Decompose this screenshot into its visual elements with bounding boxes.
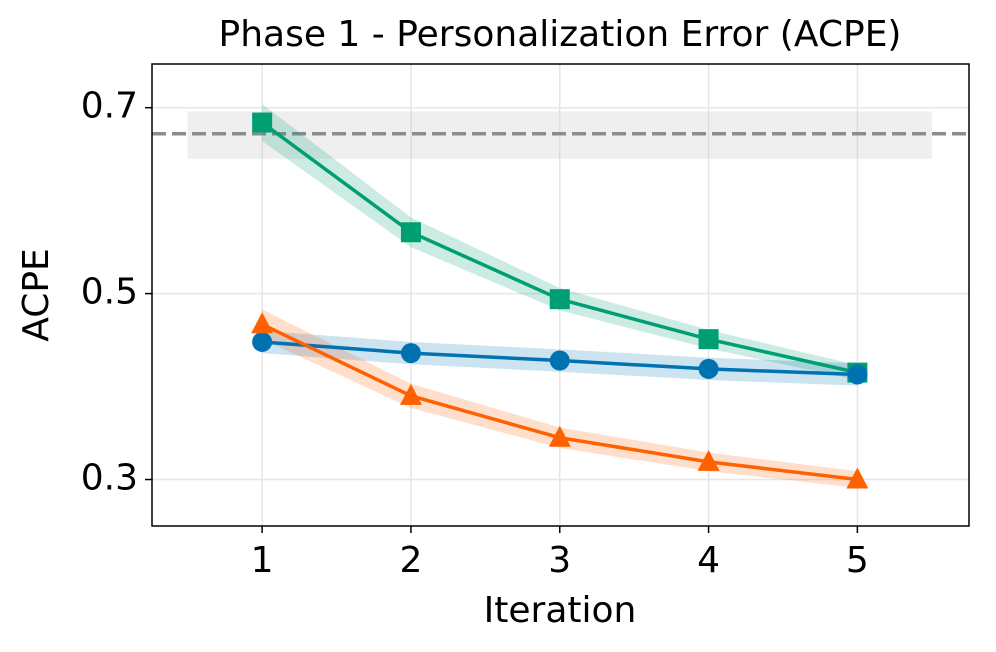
data-point [846,467,869,489]
x-axis-label: Iteration [484,590,637,631]
chart-title: Phase 1 - Personalization Error (ACPE) [219,14,902,55]
x-tick-label: 2 [399,540,422,581]
data-point [847,364,868,385]
data-point [549,350,570,371]
y-axis-label: ACPE [16,248,57,342]
y-tick-label: 0.3 [81,458,138,499]
data-point [400,343,421,364]
x-tick-label: 3 [548,540,571,581]
data-point [251,312,274,334]
data-point [698,358,719,379]
data-point [252,331,273,352]
data-point [549,289,570,310]
y-tick-label: 0.7 [81,86,138,127]
x-tick-label: 4 [697,540,720,581]
data-point [698,329,719,350]
data-point [697,449,720,471]
data-point [400,222,421,243]
data-point [252,112,273,133]
plot-frame [151,63,970,527]
x-tick-label: 5 [846,540,869,581]
data-point [399,383,422,405]
y-tick-label: 0.5 [81,272,138,313]
error-band [262,103,858,381]
data-point [548,425,571,447]
error-band [262,309,858,488]
x-tick-label: 1 [251,540,274,581]
